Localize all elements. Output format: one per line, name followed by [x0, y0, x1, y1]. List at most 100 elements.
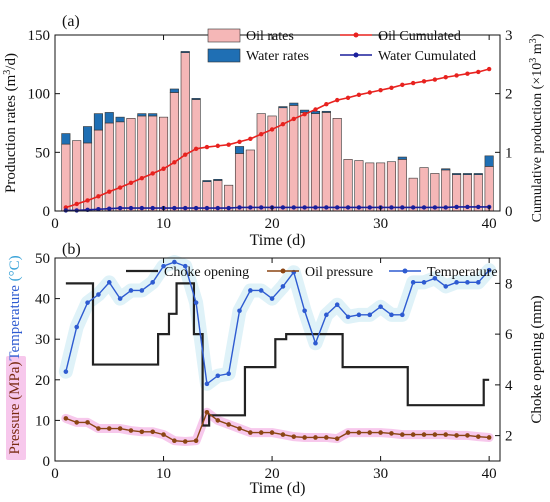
panel-b-frame: [54, 257, 501, 462]
temperature-point: [139, 288, 145, 293]
water-cumulated-point: [204, 205, 210, 211]
oil-rate-bar: [169, 92, 179, 212]
temperature-point: [226, 371, 231, 377]
legend-marker: [353, 52, 359, 58]
water-rate-bar: [473, 173, 483, 175]
x-tick-label: 0: [51, 466, 59, 482]
oil-cumulated-point: [334, 97, 340, 103]
water-rate-bar: [321, 110, 331, 113]
oil-cumulated-point: [421, 79, 427, 84]
y2-axis-label-text: Cumulative production (×10: [530, 63, 545, 223]
temperature-point: [193, 300, 199, 305]
panel-b-legend: Choke opening Oil pressure Temperature: [126, 265, 498, 280]
oil-rate-bar: [137, 115, 147, 212]
oil-pressure-point: [324, 435, 329, 440]
temperature-point: [150, 280, 155, 285]
temperature-line: [65, 261, 490, 386]
x-axis-label: Time (d): [250, 480, 306, 497]
oil-cumulated-point: [172, 160, 177, 165]
oil-rate-bar: [256, 113, 266, 212]
panel-a-series-layer: [61, 51, 494, 213]
water-rate-bar: [213, 179, 223, 181]
oil-rate-bar: [245, 149, 255, 212]
water-cumulated-point: [367, 205, 372, 210]
y2-tick-label: 6: [505, 327, 513, 343]
temperature-point: [454, 280, 459, 285]
y2-tick-label: 0: [505, 204, 513, 220]
oil-rate-bar: [441, 169, 451, 212]
legend-marker: [402, 268, 408, 274]
water-rate-bar: [61, 133, 71, 145]
temperature-point: [74, 324, 80, 330]
temperature-point: [248, 288, 253, 293]
y-axis-label-text: /d): [3, 53, 19, 70]
oil-pressure-point: [313, 435, 318, 440]
pressure-axis-label: Pressure (MPa): [7, 362, 23, 455]
oil-pressure-point: [139, 429, 145, 435]
oil-rate-bar: [72, 140, 82, 212]
legend-marker: [280, 268, 286, 274]
water-cumulated-point: [172, 205, 177, 211]
temperature-point: [237, 308, 242, 314]
legend-label: Oil pressure: [305, 265, 373, 280]
oil-pressure-point: [356, 430, 362, 435]
x-tick-label: 30: [373, 216, 388, 232]
y-axis-label-text: Production rates (m: [3, 74, 19, 193]
water-cumulated-point: [334, 205, 340, 210]
oil-rate-bar: [354, 160, 364, 212]
water-cumulated-point: [280, 205, 286, 210]
water-cumulated-point: [139, 205, 145, 211]
temperature-point: [96, 292, 101, 297]
water-rate-bar: [278, 106, 288, 109]
oil-pressure-point: [302, 435, 307, 440]
oil-pressure-point: [258, 430, 264, 435]
legend-label: Oil Cumulated: [378, 29, 461, 44]
oil-pressure-point: [291, 434, 297, 439]
oil-pressure-point: [367, 430, 373, 435]
water-rate-bar: [397, 156, 407, 160]
water-rate-bar: [104, 112, 114, 124]
oil-cumulated-point: [443, 75, 448, 80]
water-rate-bar: [191, 98, 201, 100]
oil-pressure-point: [150, 429, 155, 435]
water-rate-bar: [484, 155, 494, 167]
oil-cumulated-point: [302, 112, 307, 117]
oil-cumulated-point: [128, 180, 134, 186]
water-cumulated-point: [476, 204, 481, 210]
temperature-point: [356, 312, 362, 318]
legend-swatch: [207, 48, 241, 63]
water-cumulated-point: [443, 205, 448, 210]
water-cumulated-point: [421, 205, 427, 210]
temperature-point: [432, 276, 438, 281]
temperature-point: [63, 369, 69, 374]
choke-axis-label: Choke opening (mm): [529, 295, 545, 423]
temperature-point: [389, 312, 394, 318]
oil-pressure-point: [475, 434, 481, 439]
water-cumulated-point: [324, 205, 329, 210]
oil-pressure-point: [63, 416, 69, 421]
water-rate-bar: [169, 88, 179, 93]
water-cumulated-point: [432, 205, 438, 210]
oil-pressure-point: [269, 430, 275, 435]
temperature-point: [172, 259, 177, 265]
legend-label: Choke opening: [164, 265, 249, 280]
x-tick-label: 40: [482, 216, 497, 232]
oil-cumulated-point: [432, 77, 438, 82]
water-cumulated-point: [259, 205, 264, 210]
water-rate-bar: [93, 113, 103, 131]
y-tick-label: 30: [35, 332, 50, 348]
oil-pressure-point: [465, 433, 470, 438]
water-cumulated-point: [248, 205, 253, 210]
water-cumulated-point: [215, 205, 221, 211]
legend-label: Water Cumulated: [378, 49, 476, 64]
oil-cumulated-point: [324, 102, 329, 107]
panel-b-series-layer: [63, 259, 492, 444]
oil-pressure-point: [215, 418, 221, 423]
water-cumulated-point: [107, 206, 112, 211]
water-cumulated-point: [117, 205, 123, 211]
legend-label: Water rates: [246, 49, 309, 64]
panel-a-frame: [54, 34, 501, 212]
y2-axis-label: Cumulative production (×103 m3): [528, 33, 546, 222]
water-cumulated-point: [193, 205, 199, 211]
